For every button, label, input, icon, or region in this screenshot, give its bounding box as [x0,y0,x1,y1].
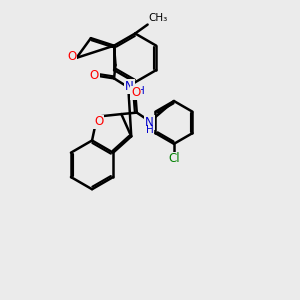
Text: O: O [131,86,140,100]
Text: O: O [94,116,103,128]
Text: N: N [125,80,134,93]
Text: N: N [145,116,154,129]
Text: H: H [146,125,154,135]
Text: Cl: Cl [168,152,180,166]
Text: CH₃: CH₃ [149,14,168,23]
Text: H: H [136,86,144,96]
Text: O: O [90,69,99,82]
Text: O: O [67,50,76,63]
